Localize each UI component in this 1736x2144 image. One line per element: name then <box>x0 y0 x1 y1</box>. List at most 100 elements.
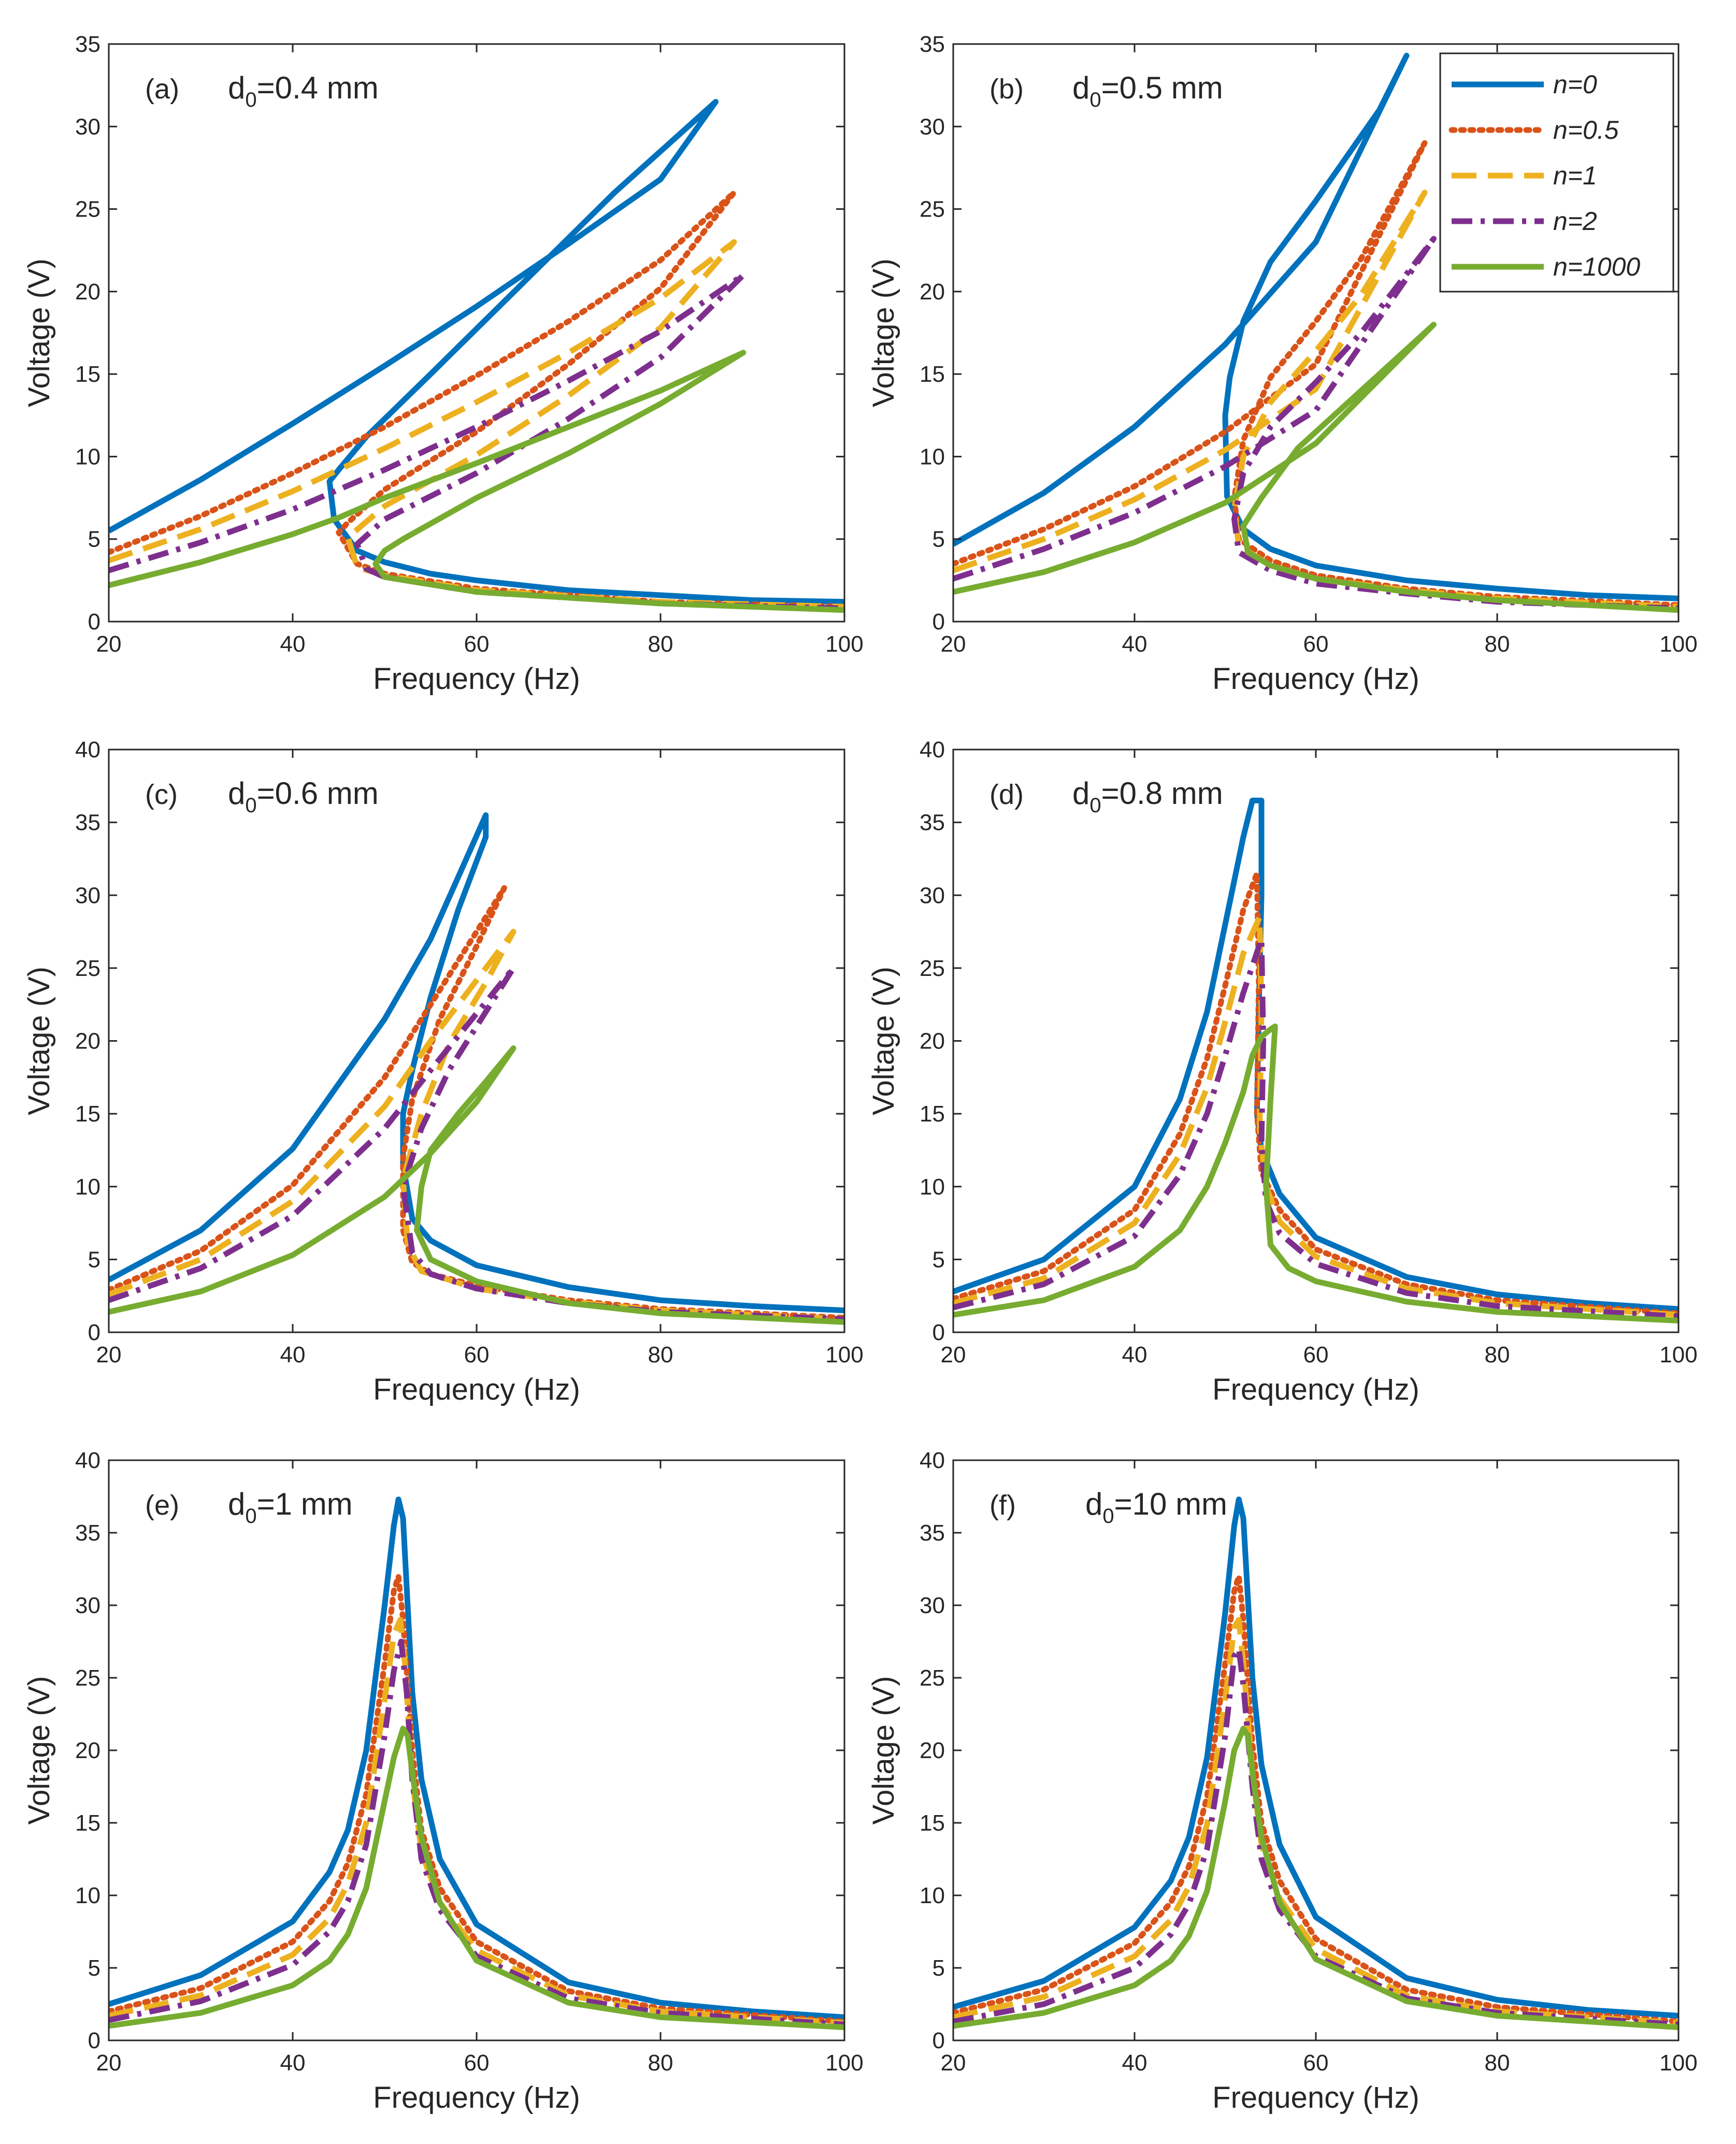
y-tick-label: 20 <box>75 1738 101 1763</box>
y-tick-label: 5 <box>932 1955 945 1981</box>
x-tick-label: 100 <box>825 2050 863 2076</box>
legend-entry-label: n=1000 <box>1553 252 1640 281</box>
series-line-n-1000 <box>953 322 1678 613</box>
plot-area <box>109 44 844 622</box>
series-line-n-1000 <box>953 1023 1678 1323</box>
y-tick-label: 10 <box>920 1174 945 1200</box>
chart-panel-e: 20 40 60 80 100 0 5 10 15 20 25 30 35 40 Frequency (Hz… <box>22 1448 864 2114</box>
y-tick-label: 5 <box>88 1247 101 1272</box>
param-symbol: d <box>1072 776 1089 811</box>
y-tick-label: 20 <box>75 1029 101 1054</box>
series-line-n-1 <box>109 929 844 1322</box>
param-value: =0.4 mm <box>257 70 379 105</box>
plot-area <box>953 1460 1678 2040</box>
x-axis-label: Frequency (Hz) <box>1212 2081 1419 2114</box>
y-axis-label: Voltage (V) <box>867 258 900 407</box>
parameter-annotation: d0=0.6 mm <box>228 776 379 817</box>
y-tick-label: 0 <box>88 1320 101 1345</box>
x-tick-label: 100 <box>1659 631 1697 657</box>
x-tick-label: 100 <box>825 1342 863 1368</box>
y-tick-label: 15 <box>920 1810 945 1836</box>
legend-entry-label: n=2 <box>1553 207 1597 236</box>
series-line-n-2 <box>953 1646 1678 2027</box>
y-tick-label: 20 <box>920 1029 945 1054</box>
x-tick-label: 60 <box>464 1342 490 1368</box>
y-tick-label: 10 <box>920 444 945 469</box>
param-value: =0.5 mm <box>1101 70 1223 105</box>
series-line-n-0 <box>109 99 844 605</box>
x-tick-label: 60 <box>464 2050 490 2076</box>
y-tick-label: 25 <box>75 197 101 222</box>
panel-label: (a) <box>145 74 179 105</box>
x-tick-label: 40 <box>1122 1342 1147 1368</box>
param-symbol: d <box>1085 1487 1102 1521</box>
chart-panel-d: 20 40 60 80 100 0 5 10 15 20 25 30 35 40 Frequency (Hz… <box>867 737 1698 1406</box>
y-tick-label: 15 <box>920 1101 945 1127</box>
x-tick-label: 60 <box>1303 631 1329 657</box>
x-tick-label: 20 <box>96 2050 122 2076</box>
series-line-n-0_5 <box>953 140 1678 608</box>
x-tick-label: 60 <box>1303 2050 1329 2076</box>
y-tick-label: 35 <box>920 32 945 57</box>
x-axis-label: Frequency (Hz) <box>373 662 580 696</box>
y-tick-label: 20 <box>920 1738 945 1763</box>
y-tick-label: 35 <box>75 810 101 836</box>
y-tick-label: 20 <box>920 279 945 305</box>
param-value: =0.6 mm <box>257 776 379 811</box>
series-line-n-2 <box>953 936 1678 1319</box>
y-tick-label: 20 <box>75 279 101 305</box>
param-symbol: d <box>1072 70 1089 105</box>
series-line-n-2 <box>109 1638 844 2027</box>
y-tick-label: 35 <box>75 32 101 57</box>
legend: n=0 n=0.5 n=1 n=2 n=1000 <box>1439 52 1674 293</box>
y-tick-label: 25 <box>920 956 945 981</box>
x-axis-label: Frequency (Hz) <box>373 1373 580 1406</box>
x-tick-label: 40 <box>1122 631 1147 657</box>
series-line-n-0 <box>953 1497 1678 2019</box>
series-line-n-1 <box>953 1617 1678 2026</box>
series-line-n-0 <box>109 1497 844 2020</box>
y-tick-label: 30 <box>75 883 101 908</box>
param-value: =10 mm <box>1114 1487 1227 1521</box>
series-line-n-1000 <box>953 1725 1678 2031</box>
y-axis-label: Voltage (V) <box>867 967 900 1115</box>
y-tick-label: 0 <box>932 1320 945 1345</box>
x-tick-label: 80 <box>648 1342 673 1368</box>
param-subscript: 0 <box>245 794 256 817</box>
x-tick-label: 20 <box>941 2050 966 2076</box>
x-tick-label: 80 <box>648 631 673 657</box>
series-line-n-2 <box>953 236 1678 611</box>
panel-label: (c) <box>145 779 178 810</box>
y-tick-label: 5 <box>88 527 101 552</box>
y-axis-label: Voltage (V) <box>22 258 56 407</box>
legend-box <box>1439 52 1674 293</box>
x-tick-label: 20 <box>941 1342 966 1368</box>
y-tick-label: 0 <box>88 2028 101 2053</box>
y-tick-label: 10 <box>75 1174 101 1200</box>
y-tick-label: 25 <box>920 1665 945 1691</box>
y-tick-label: 25 <box>920 197 945 222</box>
y-tick-label: 30 <box>920 883 945 908</box>
y-tick-label: 5 <box>88 1955 101 1981</box>
chart-panel-f: 20 40 60 80 100 0 5 10 15 20 25 30 35 40 Frequency (Hz… <box>867 1448 1698 2114</box>
parameter-annotation: d0=0.8 mm <box>1072 776 1223 817</box>
y-tick-label: 10 <box>75 444 101 469</box>
y-tick-label: 25 <box>75 956 101 981</box>
series-line-n-1000 <box>109 350 844 613</box>
y-axis-label: Voltage (V) <box>22 967 56 1115</box>
series-line-n-1 <box>953 190 1678 610</box>
y-tick-label: 25 <box>75 1665 101 1691</box>
y-tick-label: 5 <box>932 1247 945 1272</box>
series-group <box>953 52 1678 613</box>
x-tick-label: 80 <box>1485 2050 1510 2076</box>
y-axis-label: Voltage (V) <box>22 1676 56 1825</box>
y-tick-label: 40 <box>920 1448 945 1473</box>
series-line-n-0_5 <box>953 1573 1678 2025</box>
y-tick-label: 30 <box>920 114 945 139</box>
x-tick-label: 100 <box>825 631 863 657</box>
parameter-annotation: d0=10 mm <box>1085 1487 1227 1528</box>
series-line-n-0 <box>953 797 1678 1312</box>
x-axis-label: Frequency (Hz) <box>373 2081 580 2114</box>
parameter-annotation: d0=0.4 mm <box>228 70 379 111</box>
